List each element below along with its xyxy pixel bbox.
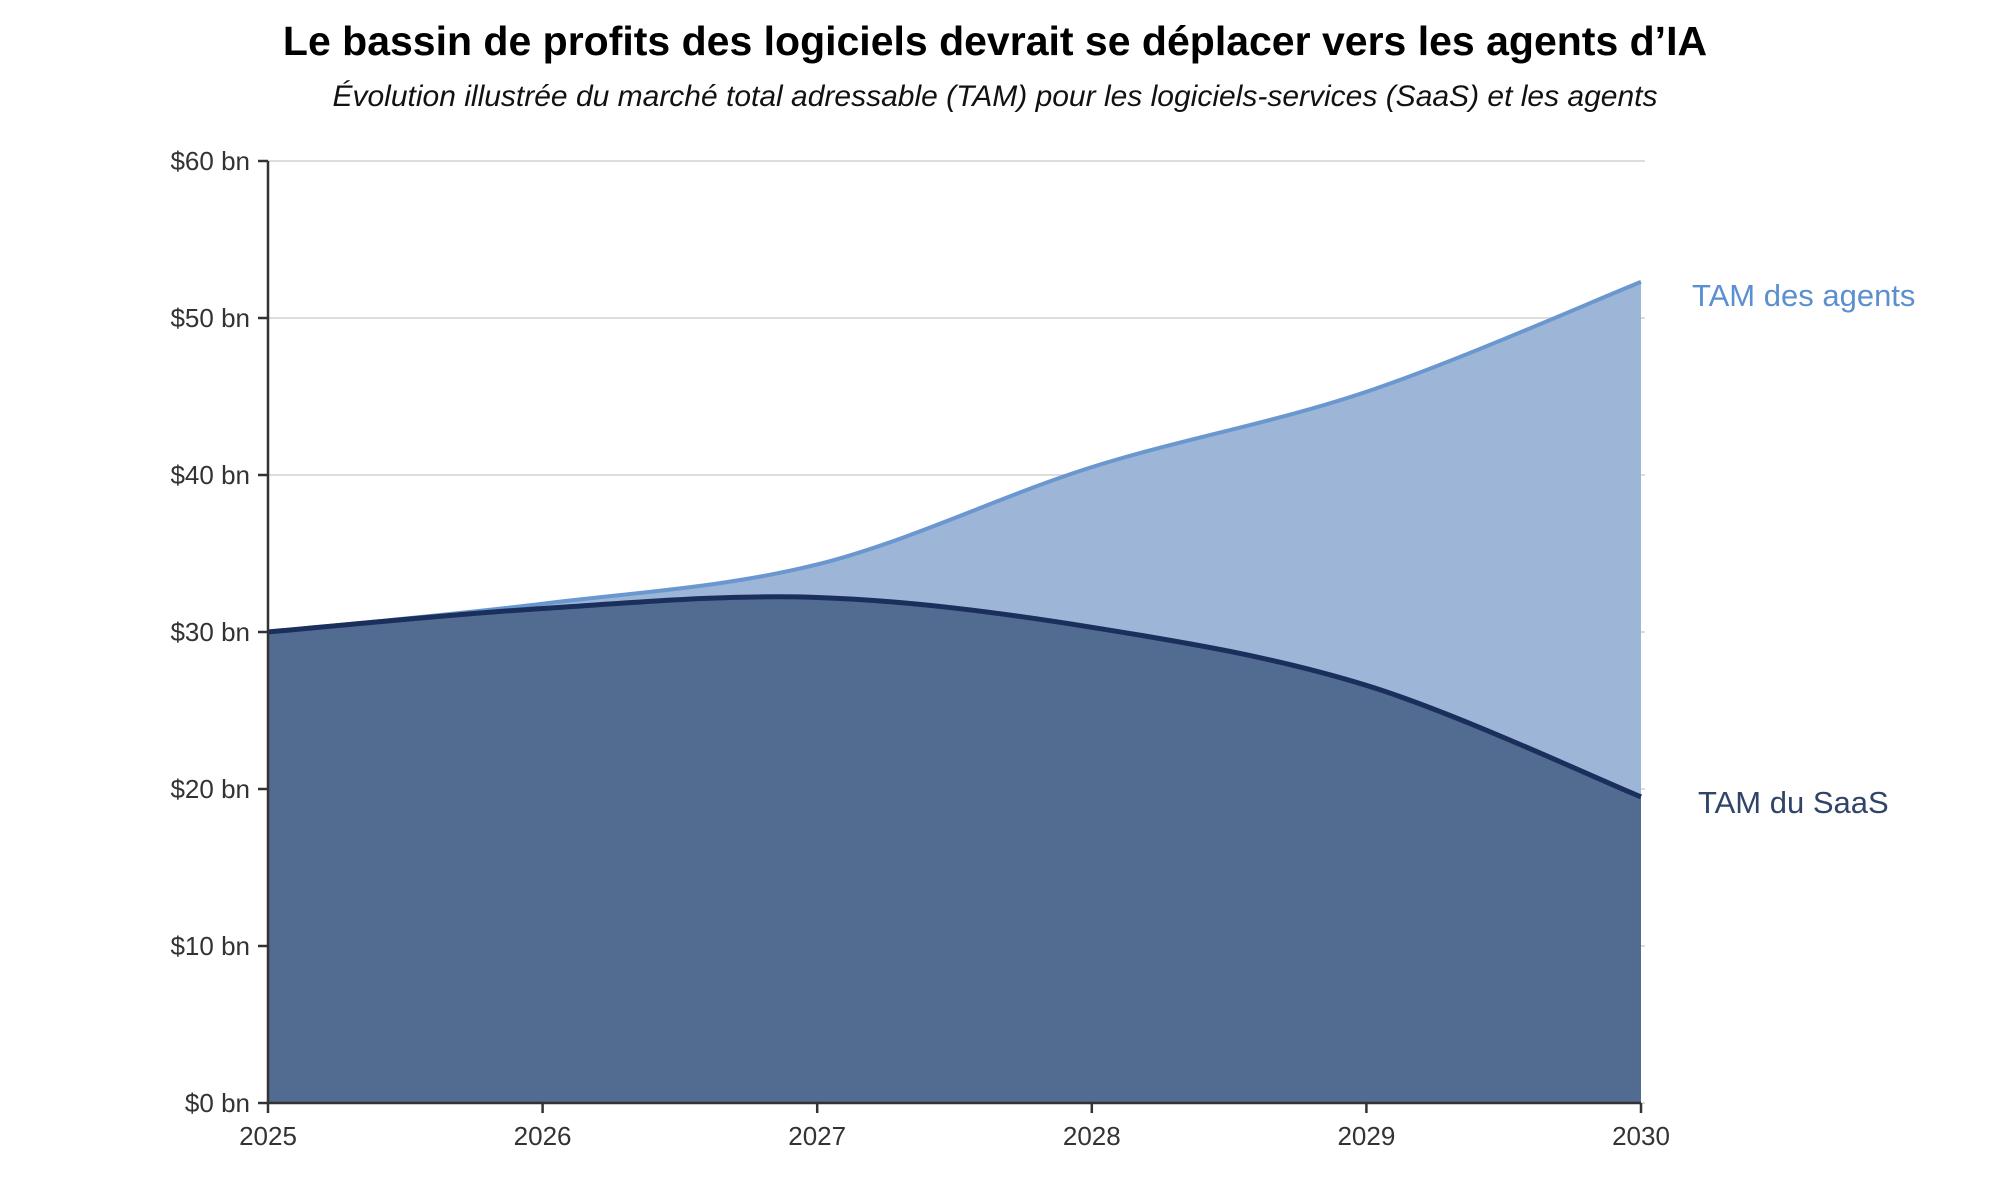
line-saas [267, 594, 1642, 800]
chart-subtitle: Évolution illustrée du marché total adre… [332, 80, 1658, 113]
x-tick-label: 2025 [239, 1121, 297, 1151]
x-tick-label: 2026 [514, 1121, 572, 1151]
y-tick-label: $50 bn [170, 303, 250, 333]
y-tick-label: $0 bn [185, 1088, 250, 1118]
area-saas [268, 596, 1641, 1103]
y-tick-label: $60 bn [170, 146, 250, 176]
x-tick-label: 2028 [1063, 1121, 1121, 1151]
chart-title: Le bassin de profits des logiciels devra… [282, 18, 1708, 64]
series-label-saas: TAM du SaaS [1698, 785, 1889, 820]
series-label-agents: TAM des agents [1692, 278, 1915, 313]
y-tick-label: $20 bn [170, 774, 250, 804]
y-tick-label: $40 bn [170, 460, 250, 490]
y-tick-label: $30 bn [170, 617, 250, 647]
x-tick-label: 2027 [788, 1121, 846, 1151]
y-tick-label: $10 bn [170, 931, 250, 961]
x-tick-label: 2029 [1337, 1121, 1395, 1151]
x-tick-label: 2030 [1612, 1121, 1670, 1151]
line-agents [267, 280, 1642, 634]
